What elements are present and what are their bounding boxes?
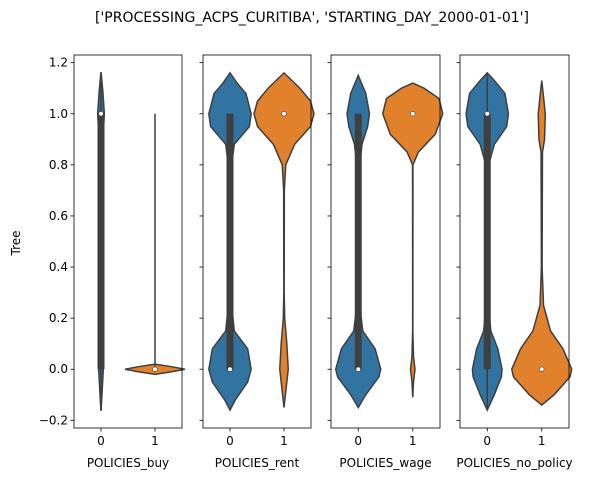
- violin-median: [152, 366, 158, 372]
- x-tick-label: 1: [538, 434, 546, 448]
- violin-median: [484, 111, 490, 117]
- y-tick-label: −0.2: [39, 413, 68, 427]
- violin-iqr-box: [354, 113, 362, 370]
- axes-frame: [459, 54, 570, 429]
- y-tick-label: 1.0: [49, 107, 68, 121]
- violin-iqr-box: [483, 113, 491, 370]
- violin-median: [281, 111, 287, 117]
- y-tick-label: 0.6: [49, 209, 68, 223]
- violin-median: [98, 111, 104, 117]
- x-axis-label: POLICIES_rent: [215, 456, 300, 470]
- x-tick-label: 1: [409, 434, 417, 448]
- y-tick-label: 0.2: [49, 311, 68, 325]
- x-tick-label: 0: [97, 434, 105, 448]
- y-tick-label: 0.8: [49, 158, 68, 172]
- y-axis-label: Tree: [9, 230, 23, 256]
- violin-iqr-box: [97, 113, 105, 370]
- x-axis-label: POLICIES_buy: [87, 456, 169, 470]
- axes-frame: [330, 54, 441, 429]
- violin-iqr-box: [226, 113, 234, 370]
- y-tick-label: 0.0: [49, 362, 68, 376]
- y-tick-label: 1.2: [49, 56, 68, 70]
- violin-median: [539, 366, 545, 372]
- x-axis-label: POLICIES_no_policy: [456, 456, 572, 470]
- violin-1: [253, 71, 315, 408]
- violin-median: [355, 366, 361, 372]
- violin-1: [381, 82, 444, 398]
- x-tick-label: 0: [483, 434, 491, 448]
- axes-frame: [73, 54, 183, 429]
- panel-1: 1.2 1.0 0.8 0.6 0.4 0.2 0.0 −0.2 0 1 POLICIES_buy: [39, 54, 186, 470]
- x-tick-label: 0: [354, 434, 362, 448]
- panel-2: 0 1 POLICIES_rent: [199, 54, 315, 470]
- panel-4: 0 1 POLICIES_no_policy: [456, 54, 573, 470]
- panels: 1.2 1.0 0.8 0.6 0.4 0.2 0.0 −0.2 0 1 POLICIES_buy 0…: [39, 54, 573, 470]
- x-axis-label: POLICIES_wage: [339, 456, 431, 470]
- violin-median: [410, 111, 416, 117]
- x-tick-label: 1: [151, 434, 159, 448]
- figure-suptitle: ['PROCESSING_ACPS_CURITIBA', 'STARTING_D…: [95, 10, 529, 26]
- violin-1: [510, 80, 573, 406]
- panel-3: 0 1 POLICIES_wage: [327, 54, 444, 470]
- violin-median: [227, 366, 233, 372]
- axes-frame: [202, 54, 312, 429]
- x-tick-label: 0: [226, 434, 234, 448]
- y-tick-label: 0.4: [49, 260, 68, 274]
- x-tick-label: 1: [280, 434, 288, 448]
